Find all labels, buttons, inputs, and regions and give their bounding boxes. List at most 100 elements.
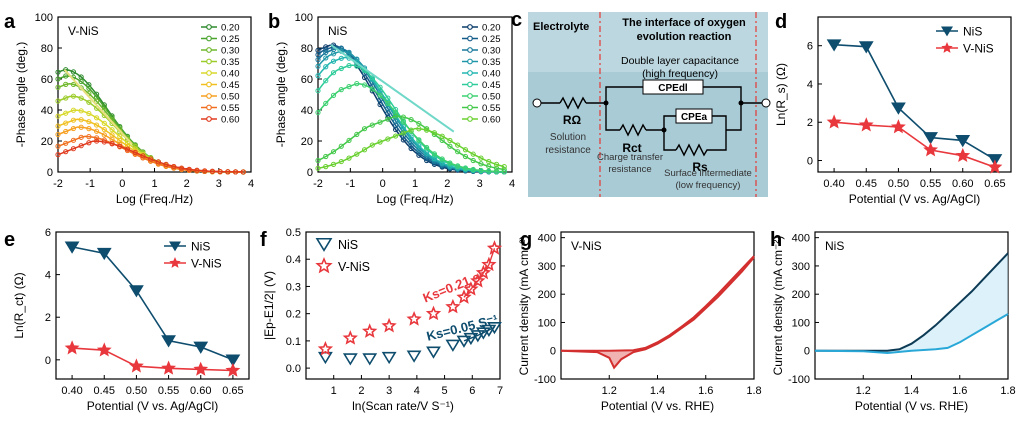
x-tick-label: 1.6 [952, 385, 967, 397]
y-axis-label: Current density (mA cm⁻²) [771, 236, 785, 376]
data-point-V-NiS [425, 305, 442, 321]
data-point-NiS [193, 341, 209, 354]
legend-marker [169, 257, 181, 268]
x-tick-label: 2 [358, 385, 364, 397]
data-point [354, 56, 360, 62]
data-point [377, 92, 383, 98]
dl-cap-label: (high frequency) [642, 68, 718, 80]
data-point [408, 117, 414, 123]
x-tick-label: 5 [442, 385, 448, 397]
cpe-a-box [675, 108, 713, 124]
data-point [455, 142, 461, 148]
data-point [86, 119, 92, 125]
data-point-V-NiS [858, 117, 874, 132]
y-tick-label: 200 [538, 289, 556, 301]
data-point [117, 137, 123, 144]
legend-label: 0.55 [482, 103, 501, 114]
data-point [330, 58, 337, 64]
data-point-V-NiS [475, 264, 492, 280]
plot-frame-f [305, 231, 501, 380]
data-point [109, 141, 115, 147]
y-tick-label: 6 [807, 41, 813, 53]
data-point-NiS [463, 332, 479, 346]
data-point [55, 131, 61, 138]
data-point [416, 143, 422, 149]
data-point [55, 76, 61, 82]
surface-label: Surface intermediate [664, 168, 752, 179]
data-point-V-NiS [64, 340, 80, 355]
data-point [63, 128, 69, 135]
y-tick-label: 100 [35, 12, 53, 24]
trend-guide-line [330, 44, 455, 133]
data-point-NiS [64, 241, 80, 254]
data-point [70, 81, 77, 88]
y-axis-label: Ln(R_s) (Ω) [774, 63, 788, 126]
data-point [171, 163, 177, 170]
legend-label: V-NiS [191, 257, 222, 271]
data-point [315, 63, 321, 69]
x-axis-label: Potential (V vs. Ag/AgCl) [87, 399, 218, 413]
legend-marker [315, 256, 333, 274]
data-point [55, 143, 61, 149]
x-tick-label: 0.60 [952, 178, 973, 190]
data-point [70, 93, 77, 99]
series-line-V-NiS [72, 347, 233, 372]
data-point [323, 64, 329, 70]
x-axis-label: Potential (V vs. Ag/AgCl) [849, 192, 980, 206]
data-point [393, 133, 399, 139]
legend-marker [206, 81, 212, 88]
data-point-V-NiS [225, 362, 241, 377]
legend-marker [467, 93, 473, 99]
data-point [63, 110, 69, 116]
y-tick-label: 80 [301, 43, 313, 55]
legend-marker [941, 26, 953, 37]
data-point [194, 167, 200, 173]
series-line-0.55 [57, 135, 244, 173]
x-tick-label: 0.40 [61, 385, 82, 397]
x-tick-label: 1 [412, 178, 418, 190]
data-point [94, 115, 100, 121]
hysteresis-fill [815, 253, 1008, 353]
data-point [400, 124, 406, 130]
data-point-V-NiS [890, 119, 906, 134]
cpe-a-label: CPEa [681, 112, 708, 123]
electrolyte-label: Electrolyte [533, 21, 589, 33]
data-point [385, 116, 391, 122]
data-point [315, 109, 321, 116]
y-tick-label: -100 [534, 374, 556, 386]
legend-label: 0.60 [482, 115, 501, 126]
panel-letter-g: g [520, 229, 532, 251]
data-point [338, 65, 344, 72]
legend-marker [467, 116, 473, 122]
data-point [330, 70, 337, 76]
data-point [486, 158, 492, 165]
data-point [408, 134, 414, 140]
legend-marker [941, 42, 953, 53]
data-point-NiS [923, 132, 938, 145]
legend-label: 0.60 [221, 115, 240, 126]
legend-marker [467, 58, 473, 65]
y-axis-label: -Phase angle (deg.) [14, 42, 28, 147]
data-point [393, 113, 399, 119]
y-tick-label: 0 [45, 355, 51, 367]
terminal-right [761, 98, 771, 108]
data-point [101, 139, 107, 145]
legend-marker [467, 47, 473, 53]
x-tick-label: 1 [151, 178, 157, 190]
data-point [323, 49, 329, 56]
x-axis-label: Log (Freq./Hz) [376, 192, 453, 206]
y-tick-label: 400 [792, 233, 810, 245]
data-point [385, 136, 391, 142]
legend-label: 0.50 [221, 92, 240, 103]
data-point [439, 156, 445, 162]
data-point [63, 73, 69, 79]
data-point [385, 95, 391, 101]
resistor-r-ct [619, 123, 647, 137]
data-point [400, 114, 406, 120]
data-point [369, 122, 375, 128]
x-tick-label: 4 [248, 178, 254, 190]
x-tick-label: 1.2 [602, 385, 617, 397]
y-tick-label: 100 [295, 12, 313, 24]
legend-marker [315, 237, 333, 252]
plot-frame-d [817, 16, 1012, 173]
